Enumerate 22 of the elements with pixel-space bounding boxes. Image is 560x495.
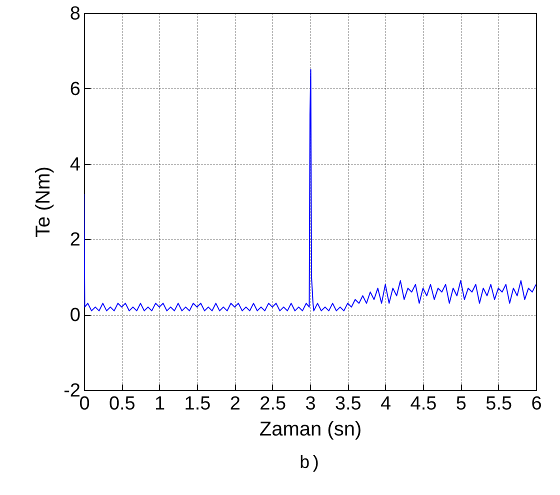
- text: b): [298, 454, 322, 474]
- x-tick-label: 1.5: [184, 394, 211, 414]
- y-tick-label: -2: [64, 380, 80, 402]
- x-tick-label: 4: [380, 394, 392, 414]
- y-tick-label: 8: [70, 4, 80, 24]
- x-axis-title: Zaman (sn): [259, 418, 362, 440]
- x-tick-label: 2.5: [260, 394, 286, 414]
- x-tick-label: 6: [531, 394, 542, 414]
- x-tick-label: 4.5: [410, 394, 437, 414]
- y-axis-title: Te (Nm): [32, 166, 55, 238]
- y-tick-label: 2: [70, 230, 80, 251]
- x-tick-label: 5.5: [486, 394, 512, 414]
- y-tick-label: 4: [70, 154, 81, 176]
- x-tick-label: 2: [230, 394, 240, 414]
- x-tick-label: 3.5: [334, 394, 362, 414]
- y-tick-label: 6: [70, 78, 80, 100]
- line-series: [84, 69, 536, 312]
- x-tick-label: 3: [305, 394, 316, 414]
- x-tick-label: 0.5: [108, 394, 136, 414]
- x-tick-label: 1: [154, 394, 166, 414]
- y-tick-label: 0: [70, 305, 80, 326]
- x-tick-label: 5: [456, 394, 466, 414]
